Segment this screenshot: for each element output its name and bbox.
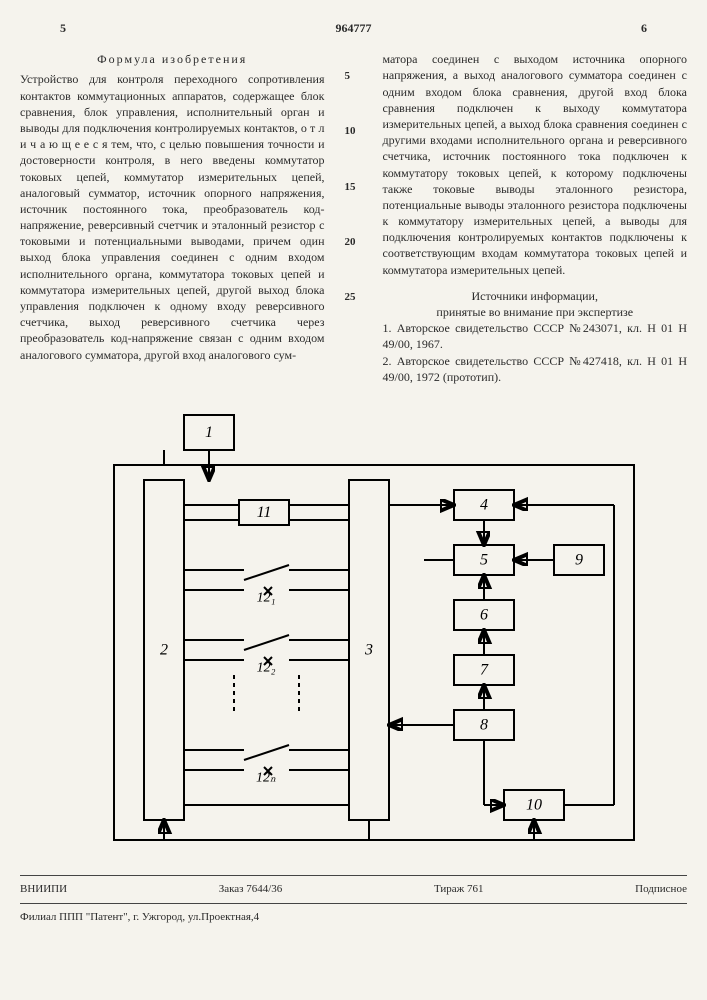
refs-title: Источники информации, принятые во вниман… [383, 288, 688, 320]
contact-label: 12₂ [256, 660, 275, 675]
block-label-1: 1 [205, 424, 213, 441]
contact-label: 12₁ [256, 590, 275, 605]
block-label-11: 11 [256, 504, 271, 521]
text-columns: Формула изобретения Устройство для контр… [20, 51, 687, 385]
footer-copies: Тираж 761 [434, 882, 484, 897]
left-column: Формула изобретения Устройство для контр… [20, 51, 325, 385]
ln-25: 25 [345, 290, 363, 305]
block-label-8: 8 [480, 716, 488, 733]
ln-10: 10 [345, 124, 363, 139]
block-label-5: 5 [480, 551, 488, 568]
right-column: матора соединен с выходом источника опор… [383, 51, 688, 385]
block-label-7: 7 [480, 661, 489, 678]
references: Источники информации, принятые во вниман… [383, 288, 688, 385]
block-diagram: 1 2 3 4 5 6 7 8 9 10 11 12₁ 12₂ 12ₙ [54, 405, 654, 845]
ln-5: 5 [345, 69, 363, 84]
page-num-right: 6 [641, 20, 647, 36]
ln-20: 20 [345, 235, 363, 250]
block-label-6: 6 [480, 606, 488, 623]
doc-number: 964777 [336, 20, 372, 36]
ref-2: 2. Авторское свидетельство СССР №427418,… [383, 353, 688, 385]
footer: ВНИИПИ Заказ 7644/36 Тираж 761 Подписное… [20, 875, 687, 925]
right-col-text: матора соединен с выходом источника опор… [383, 51, 688, 278]
block-label-9: 9 [575, 551, 583, 568]
block-label-3: 3 [364, 641, 373, 658]
footer-sub: Подписное [635, 882, 687, 897]
footer-branch: Филиал ППП "Патент", г. Ужгород, ул.Прое… [20, 910, 687, 925]
block-label-10: 10 [526, 796, 542, 813]
ref-1: 1. Авторское свидетельство СССР №243071,… [383, 320, 688, 352]
block-label-2: 2 [160, 641, 168, 658]
ln-15: 15 [345, 180, 363, 195]
page-num-left: 5 [60, 20, 66, 36]
page-header: 5 964777 6 [20, 20, 687, 36]
claim-title: Формула изобретения [20, 51, 325, 67]
block-label-4: 4 [480, 496, 488, 513]
line-numbers: 5 10 15 20 25 [345, 51, 363, 385]
footer-org: ВНИИПИ [20, 882, 67, 897]
frame [114, 465, 634, 840]
left-col-text: Устройство для контроля переходного сопр… [20, 71, 325, 362]
contact-label: 12ₙ [255, 770, 275, 785]
footer-order: Заказ 7644/36 [219, 882, 283, 897]
